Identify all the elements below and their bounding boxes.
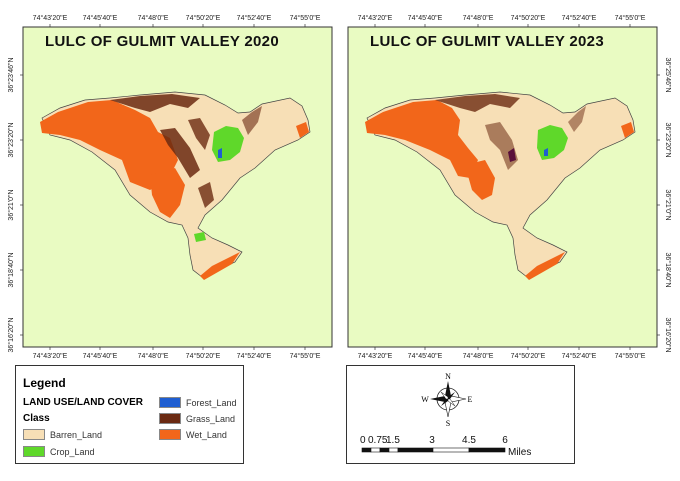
compass-w: W (421, 395, 429, 404)
longitude-label: 74°45'40"E (408, 352, 443, 360)
latitude-label: 36°21'0"N (664, 189, 672, 220)
longitude-label: 74°50'20"E (511, 14, 546, 22)
longitude-label: 74°43'20"E (358, 352, 393, 360)
latitude-label: 36°23'20"N (664, 122, 672, 157)
latitude-label: 36°18'40"N (7, 252, 15, 287)
legend-item-label: Grass_Land (186, 413, 236, 424)
legend-item-barren-land: Barren_Land (23, 429, 102, 440)
study-area-polygon (365, 91, 636, 280)
longitude-label: 74°48'0"E (463, 352, 494, 360)
legend-title: Legend (23, 376, 66, 390)
longitude-label: 74°48'0"E (463, 14, 494, 22)
longitude-label: 74°55'0"E (615, 14, 646, 22)
latitude-label: 36°18'40"N (664, 252, 672, 287)
right-latitude-ticks: 36°25'46"N 36°23'20"N 36°21'0"N 36°18'40"N 3… (657, 57, 672, 353)
scale-bar (361, 447, 506, 453)
map-title: LULC OF GULMIT VALLEY 2023 (370, 33, 604, 50)
scale-label-15: 1.5 (386, 435, 400, 446)
swatch-wet-land (159, 429, 181, 440)
map-title: LULC OF GULMIT VALLEY 2020 (45, 33, 279, 50)
compass-e: E (468, 395, 473, 404)
legend-item-crop-land: Crop_Land (23, 446, 95, 457)
longitude-label: 74°52'40"E (237, 352, 272, 360)
bottom-longitude-ticks: 74°43'20"E 74°45'40"E 74°48'0"E 74°50'20"E 7… (358, 347, 646, 360)
latitude-label: 36°23'46"N (7, 57, 15, 92)
compass-rose-icon: N S E W (421, 372, 472, 428)
top-longitude-ticks: 74°43'20"E 74°45'40"E 74°48'0"E 74°50'20"E 7… (358, 14, 646, 27)
longitude-label: 74°52'40"E (562, 14, 597, 22)
compass-n: N (445, 372, 451, 381)
compass-s: S (446, 419, 450, 428)
top-longitude-ticks: 74°43'20"E 74°45'40"E 74°48'0"E 74°50'20"E 7… (33, 14, 321, 27)
longitude-label: 74°43'20"E (33, 14, 68, 22)
legend-item-label: Wet_Land (186, 429, 227, 440)
longitude-label: 74°48'0"E (138, 352, 169, 360)
longitude-label: 74°55'0"E (290, 352, 321, 360)
longitude-label: 74°48'0"E (138, 14, 169, 22)
left-latitude-ticks: 36°23'46"N 36°23'20"N 36°21'0"N 36°18'40"N 3… (7, 57, 23, 353)
scale-unit: Miles (508, 447, 531, 458)
longitude-label: 74°52'40"E (237, 14, 272, 22)
longitude-label: 74°45'40"E (408, 14, 443, 22)
longitude-label: 74°55'0"E (615, 352, 646, 360)
map-2020: 74°43'20"E 74°45'40"E 74°48'0"E 74°50'20"E 7… (7, 14, 333, 360)
longitude-label: 74°50'20"E (186, 14, 221, 22)
scale-label-6: 6 (502, 435, 508, 446)
north-arrow-scale-svg: N S E W 0 0.75 1.5 3 4.5 6 Miles (360, 372, 531, 458)
scale-label-0: 0 (360, 435, 366, 446)
legend-item-label: Crop_Land (50, 446, 95, 457)
swatch-barren-land (23, 429, 45, 440)
legend-item-label: Forest_Land (186, 397, 237, 408)
scale-label-45: 4.5 (462, 435, 476, 446)
swatch-crop-land (23, 446, 45, 457)
longitude-label: 74°50'20"E (511, 352, 546, 360)
bottom-longitude-ticks: 74°43'20"E 74°45'40"E 74°48'0"E 74°50'20"E 7… (33, 347, 321, 360)
legend-item-forest-land: Forest_Land (159, 397, 237, 408)
longitude-label: 74°43'20"E (33, 352, 68, 360)
scale-compass-panel: N S E W 0 0.75 1.5 3 4.5 6 Miles (346, 365, 575, 464)
latitude-label: 36°16'20"N (664, 317, 672, 352)
longitude-label: 74°50'20"E (186, 352, 221, 360)
swatch-grass-land (159, 413, 181, 424)
scale-label-3: 3 (429, 435, 435, 446)
legend-panel: Legend LAND USE/LAND COVER Class Barren_… (15, 365, 244, 464)
legend-item-label: Barren_Land (50, 429, 103, 440)
scale-labels: 0 0.75 1.5 3 4.5 6 Miles (360, 435, 531, 458)
swatch-forest-land (159, 397, 181, 408)
longitude-label: 74°45'40"E (83, 14, 118, 22)
longitude-label: 74°52'40"E (562, 352, 597, 360)
longitude-label: 74°43'20"E (358, 14, 393, 22)
legend-item-grass-land: Grass_Land (159, 413, 235, 424)
longitude-label: 74°45'40"E (83, 352, 118, 360)
latitude-label: 36°25'46"N (664, 57, 672, 92)
map-2023: 74°43'20"E 74°45'40"E 74°48'0"E 74°50'20"E 7… (347, 14, 672, 360)
legend-class-label: Class (23, 413, 50, 424)
scale-label-075: 0.75 (368, 435, 388, 446)
study-area-polygon (40, 91, 311, 280)
latitude-label: 36°23'20"N (7, 122, 15, 157)
latitude-label: 36°21'0"N (7, 189, 15, 220)
legend-subtitle: LAND USE/LAND COVER (23, 397, 144, 408)
longitude-label: 74°55'0"E (290, 14, 321, 22)
latitude-label: 36°16'20"N (7, 317, 15, 352)
legend-item-wet-land: Wet_Land (159, 429, 227, 440)
